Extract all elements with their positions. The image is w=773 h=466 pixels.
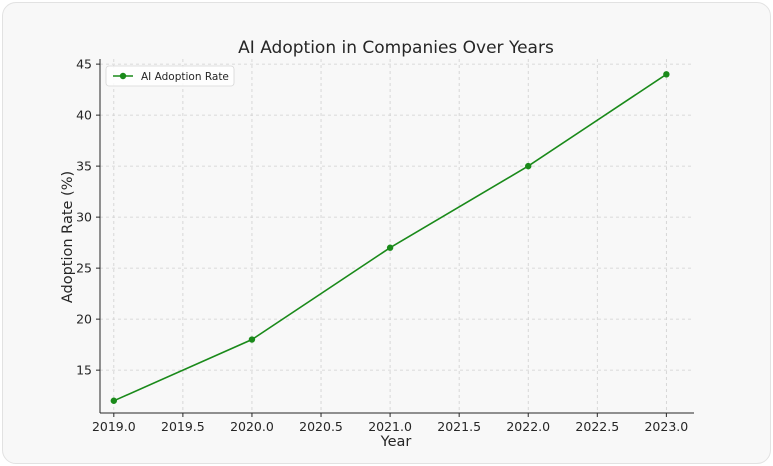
x-tick-label: 2021.0 bbox=[368, 419, 412, 434]
x-tick-label: 2021.5 bbox=[437, 419, 481, 434]
data-point bbox=[248, 336, 256, 343]
x-tick-label: 2019.5 bbox=[161, 419, 205, 434]
y-tick-label: 40 bbox=[76, 108, 92, 123]
x-axis-label: Year bbox=[380, 434, 412, 450]
data-point bbox=[110, 397, 118, 404]
data-point bbox=[525, 162, 532, 170]
y-tick-label: 15 bbox=[76, 363, 92, 378]
series-layer bbox=[110, 71, 670, 404]
line-chart: AI Adoption in Companies Over Years 2019… bbox=[60, 38, 694, 450]
legend-label: AI Adoption Rate bbox=[141, 71, 229, 83]
chart-title: AI Adoption in Companies Over Years bbox=[238, 38, 554, 58]
data-point bbox=[386, 244, 394, 251]
legend-marker bbox=[119, 72, 127, 80]
y-tick-label: 35 bbox=[76, 159, 92, 174]
x-tick-label: 2023.0 bbox=[644, 419, 688, 434]
data-point bbox=[663, 71, 670, 78]
x-tick-label: 2020.0 bbox=[230, 419, 274, 434]
y-tick-label: 20 bbox=[76, 312, 92, 327]
legend: AI Adoption Rate bbox=[105, 65, 235, 87]
x-tick-label: 2020.5 bbox=[299, 419, 343, 434]
axes: 2019.0 2019.5 2020.0 2020.5 2021.0 2021.5 2022… bbox=[76, 57, 694, 434]
y-axis-label: Adoption Rate (%) bbox=[60, 171, 76, 303]
y-tick-label: 45 bbox=[76, 57, 92, 72]
x-tick-label: 2019.0 bbox=[92, 419, 136, 434]
x-tick-label: 2022.5 bbox=[575, 419, 619, 434]
legend-box bbox=[105, 65, 235, 87]
x-tick-label: 2022.0 bbox=[506, 419, 550, 434]
y-tick-label: 25 bbox=[76, 261, 92, 276]
y-tick-label: 30 bbox=[76, 210, 92, 225]
series-line bbox=[113, 73, 667, 402]
grid-lines bbox=[100, 59, 694, 413]
